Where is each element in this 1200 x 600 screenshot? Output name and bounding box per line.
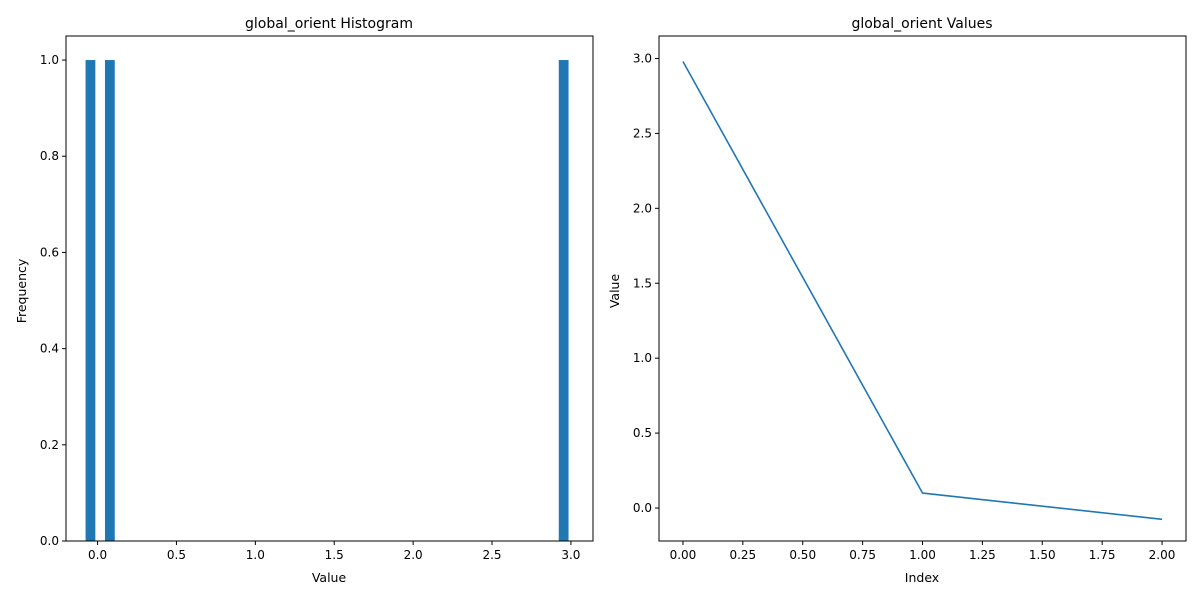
x-tick-label: 0.0 — [88, 548, 107, 562]
values-ylabel: Value — [607, 274, 622, 309]
y-tick-label: 3.0 — [633, 51, 652, 65]
x-tick-label: 0.25 — [729, 548, 756, 562]
x-tick-label: 3.0 — [561, 548, 580, 562]
y-tick-label: 1.0 — [40, 53, 59, 67]
y-tick-label: 1.5 — [633, 276, 652, 290]
x-tick-label: 2.00 — [1149, 548, 1176, 562]
values-axes-frame — [658, 35, 1187, 542]
y-tick-label: 1.0 — [633, 351, 652, 365]
y-tick-label: 2.5 — [633, 126, 652, 140]
values-ticks: 0.00 0.25 0.50 0.75 1.00 1.25 1.50 1.75 2.00 0.0 0… — [633, 51, 1175, 562]
x-tick-label: 1.75 — [1089, 548, 1116, 562]
x-tick-label: 1.00 — [909, 548, 936, 562]
y-tick-label: 2.0 — [633, 201, 652, 215]
histogram-title: global_orient Histogram — [245, 16, 413, 32]
x-tick-label: 2.5 — [482, 548, 501, 562]
histogram-axes-frame — [65, 35, 594, 542]
y-tick-label: 0.4 — [40, 342, 59, 356]
x-tick-label: 1.5 — [325, 548, 344, 562]
y-tick-label: 0.6 — [40, 245, 59, 259]
histogram-panel: global_orient Histogram Value Frequency … — [14, 16, 594, 585]
x-tick-label: 0.75 — [849, 548, 876, 562]
histogram-bar — [558, 60, 569, 542]
values-panel: global_orient Values Index Value 0.00 0.2… — [607, 16, 1187, 585]
histogram-xlabel: Value — [312, 570, 347, 585]
y-tick-label: 0.5 — [633, 426, 652, 440]
x-tick-label: 0.5 — [167, 548, 186, 562]
series-line — [682, 61, 1163, 521]
y-tick-label: 0.8 — [40, 149, 59, 163]
x-tick-label: 1.0 — [246, 548, 265, 562]
x-tick-label: 0.00 — [670, 548, 697, 562]
x-tick-label: 1.50 — [1029, 548, 1056, 562]
y-tick-label: 0.0 — [40, 534, 59, 548]
histogram-ticks: 0.0 0.5 1.0 1.5 2.0 2.5 3.0 0.0 0.2 0.4 0.6 0.8 1.0 — [40, 53, 581, 562]
histogram-bars — [85, 60, 569, 542]
values-title: global_orient Values — [851, 16, 992, 32]
values-xlabel: Index — [905, 570, 939, 585]
histogram-bar — [85, 60, 96, 542]
y-tick-label: 0.0 — [633, 501, 652, 515]
values-line-series — [682, 61, 1163, 521]
x-tick-label: 0.50 — [789, 548, 816, 562]
x-tick-label: 2.0 — [404, 548, 423, 562]
histogram-bar — [104, 60, 115, 542]
histogram-ylabel: Frequency — [14, 258, 29, 323]
x-tick-label: 1.25 — [969, 548, 996, 562]
y-tick-label: 0.2 — [40, 438, 59, 452]
